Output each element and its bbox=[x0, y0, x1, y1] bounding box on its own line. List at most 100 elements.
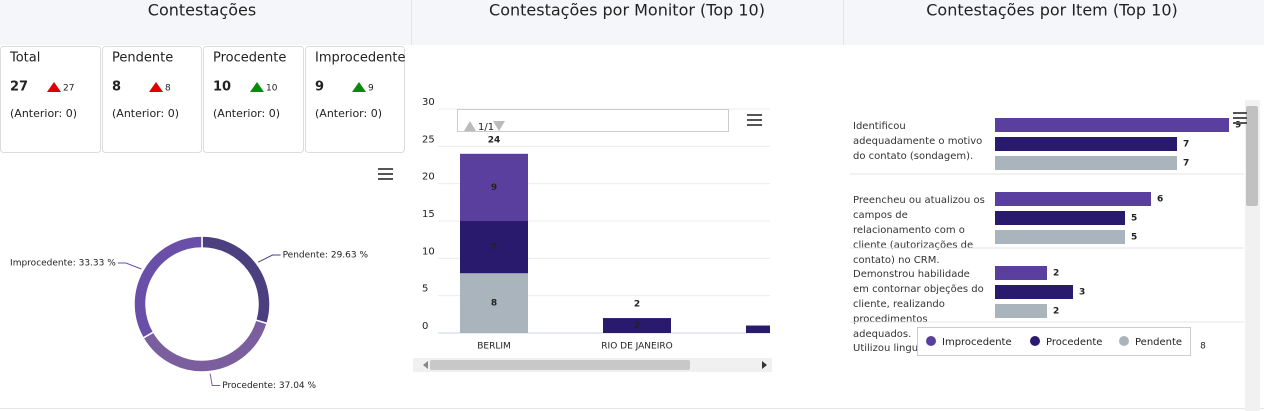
donut-slice bbox=[142, 319, 269, 373]
bar-segment bbox=[746, 325, 770, 333]
trend-arrow bbox=[352, 82, 366, 92]
leader-line bbox=[257, 254, 281, 263]
card-delta: 9 bbox=[368, 84, 374, 94]
bar-segment bbox=[460, 221, 528, 274]
slice-label: Procedente: 37.04 % bbox=[222, 381, 316, 391]
bar bbox=[995, 137, 1177, 151]
legend-pager bbox=[457, 109, 729, 132]
category-label-box: Identificou adequadamente o motivo do co… bbox=[853, 121, 983, 162]
leader-line bbox=[117, 262, 142, 270]
segment-label: 2 bbox=[634, 321, 640, 331]
scroll-left[interactable] bbox=[423, 361, 428, 369]
category-label-box: Demonstrou habilidade em contornar objeç… bbox=[853, 269, 984, 340]
bar bbox=[995, 156, 1177, 170]
menu-icon[interactable] bbox=[378, 168, 393, 180]
card-label: Procedente bbox=[213, 51, 286, 66]
legend-label: Pendente bbox=[1135, 337, 1182, 348]
legend-swatch bbox=[1030, 336, 1040, 346]
menu-icon[interactable] bbox=[1233, 112, 1247, 124]
card-delta: 10 bbox=[266, 84, 278, 94]
bar-segment bbox=[460, 153, 528, 221]
trend-arrow bbox=[47, 82, 61, 92]
card-previous: (Anterior: 0) bbox=[10, 107, 77, 120]
legend-label: Procedente bbox=[1046, 337, 1102, 348]
legend bbox=[917, 327, 1191, 356]
category-label: Preencheu ou atualizou os campos de rela… bbox=[853, 195, 985, 266]
card bbox=[305, 46, 405, 153]
segment-label: 1 bbox=[777, 325, 783, 335]
segment-label: 8 bbox=[491, 299, 497, 309]
donut-slice bbox=[201, 235, 271, 325]
y-tick-label: 10 bbox=[422, 246, 435, 257]
legend-swatch bbox=[926, 336, 936, 346]
item-chart: 0246810Identificou adequadamente o motiv… bbox=[850, 118, 1244, 354]
bar-label: 3 bbox=[1079, 288, 1085, 298]
bar-label: 5 bbox=[1131, 214, 1137, 224]
bar bbox=[995, 211, 1125, 225]
slice-label: Pendente: 29.63 % bbox=[283, 251, 369, 261]
total-label: 2 bbox=[634, 300, 640, 310]
bar bbox=[995, 304, 1047, 318]
donut-slice bbox=[133, 235, 203, 340]
y-tick-label: 25 bbox=[422, 134, 435, 145]
x-tick-label: RIO DE JANEIRO bbox=[601, 342, 672, 352]
y-tick-label: 15 bbox=[422, 209, 435, 220]
pager-text: 1/1 bbox=[478, 122, 494, 133]
card-value: 10 bbox=[213, 80, 231, 95]
header-bar bbox=[0, 0, 1264, 45]
bar-segment bbox=[460, 273, 528, 333]
bar bbox=[995, 266, 1047, 280]
category-label-box: Utilizou lingu bbox=[853, 343, 919, 354]
bar bbox=[995, 230, 1125, 244]
x-tick-label: 8 bbox=[1200, 342, 1206, 352]
card-previous: (Anterior: 0) bbox=[213, 107, 280, 120]
bar-label: 7 bbox=[1183, 140, 1189, 150]
segment-label: 7 bbox=[491, 243, 497, 253]
bar bbox=[995, 118, 1229, 132]
slice-label: Improcedente: 33.33 % bbox=[10, 258, 116, 268]
trend-arrow bbox=[250, 82, 264, 92]
bar bbox=[995, 192, 1151, 206]
card-value: 27 bbox=[10, 80, 28, 95]
scrollbar-thumb[interactable] bbox=[430, 360, 690, 370]
menu-icon[interactable] bbox=[747, 114, 762, 126]
pager-prev bbox=[464, 121, 476, 131]
bar-label: 7 bbox=[1183, 159, 1189, 169]
card-label: Improcedente bbox=[315, 51, 406, 66]
segment-label: 9 bbox=[491, 183, 497, 193]
leader-line bbox=[209, 373, 221, 386]
category-label-box: Preencheu ou atualizou os campos de rela… bbox=[853, 195, 985, 266]
card-label: Pendente bbox=[112, 51, 173, 66]
bar-label: 2 bbox=[1053, 269, 1059, 279]
bar-segment bbox=[603, 318, 671, 333]
category-label: Demonstrou habilidade em contornar objeç… bbox=[853, 269, 984, 340]
total-label: 24 bbox=[488, 135, 501, 145]
bar-label: 9 bbox=[1235, 121, 1241, 131]
panel-title: Contestações por Monitor (Top 10) bbox=[489, 1, 765, 20]
bar-label: 5 bbox=[1131, 233, 1137, 243]
card-delta: 27 bbox=[63, 84, 74, 94]
bar-label: 2 bbox=[1053, 307, 1059, 317]
trend-arrow bbox=[149, 82, 163, 92]
category-label: Identificou adequadamente o motivo do co… bbox=[853, 121, 983, 162]
panel-title: Contestações por Item (Top 10) bbox=[926, 1, 1178, 20]
card bbox=[0, 46, 101, 153]
category-label: Utilizou lingu bbox=[853, 343, 919, 354]
y-tick-label: 0 bbox=[422, 321, 428, 332]
bar bbox=[995, 285, 1073, 299]
y-tick-label: 20 bbox=[422, 172, 435, 183]
y-tick-label: 30 bbox=[422, 97, 435, 108]
y-tick-label: 5 bbox=[422, 284, 428, 295]
legend-swatch bbox=[1119, 336, 1129, 346]
card-previous: (Anterior: 0) bbox=[112, 107, 179, 120]
scroll-right[interactable] bbox=[762, 361, 767, 369]
scrollbar-thumb[interactable] bbox=[1246, 106, 1258, 206]
card-delta: 8 bbox=[165, 84, 171, 94]
card-value: 9 bbox=[315, 80, 324, 95]
card-previous: (Anterior: 0) bbox=[315, 107, 382, 120]
card-value: 8 bbox=[112, 80, 121, 95]
legend-label: Improcedente bbox=[942, 337, 1012, 348]
panel-title: Contestações bbox=[148, 1, 256, 20]
